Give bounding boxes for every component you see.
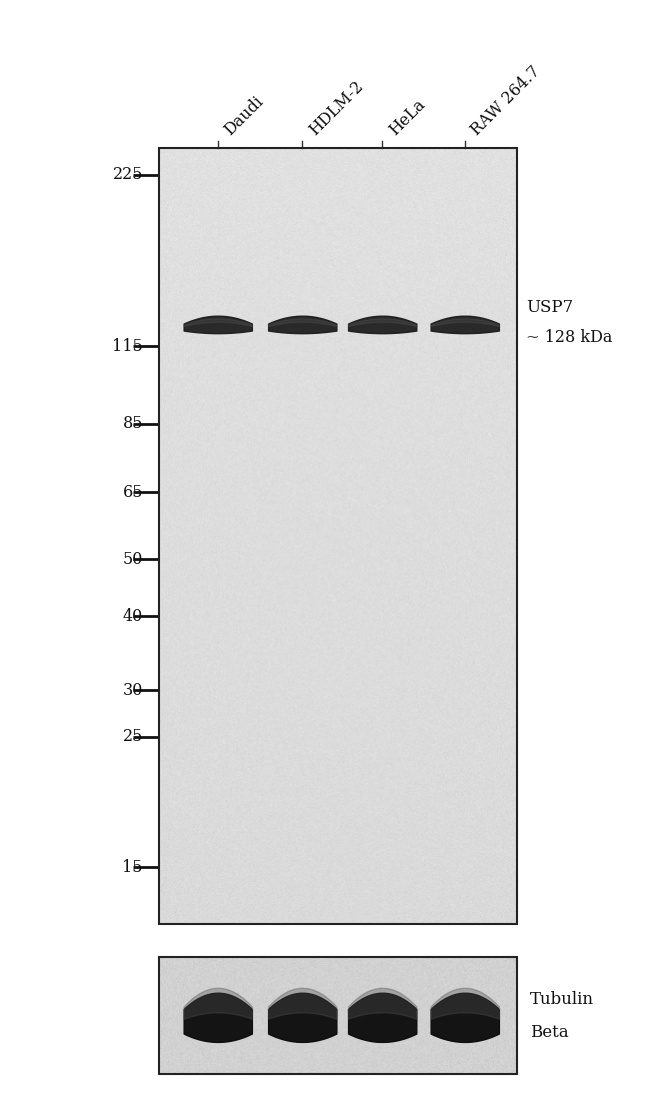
Text: 40: 40 [123,608,143,625]
Text: USP7: USP7 [526,299,574,316]
Text: Daudi: Daudi [221,93,267,139]
Text: RAW 264.7: RAW 264.7 [468,63,544,139]
Text: 50: 50 [123,551,143,568]
Text: HeLa: HeLa [385,96,428,139]
Text: 65: 65 [122,484,143,501]
Text: 30: 30 [123,682,143,699]
Text: 15: 15 [122,859,143,876]
Text: 85: 85 [122,415,143,432]
Text: 25: 25 [123,729,143,745]
Text: 115: 115 [112,338,143,354]
Text: Beta: Beta [530,1024,568,1040]
Bar [159,957,517,1074]
Text: 225: 225 [112,166,143,183]
Text: ~ 128 kDa: ~ 128 kDa [526,329,613,347]
Text: Tubulin: Tubulin [530,991,593,1008]
Bar [159,148,517,924]
Text: HDLM-2: HDLM-2 [306,78,367,139]
